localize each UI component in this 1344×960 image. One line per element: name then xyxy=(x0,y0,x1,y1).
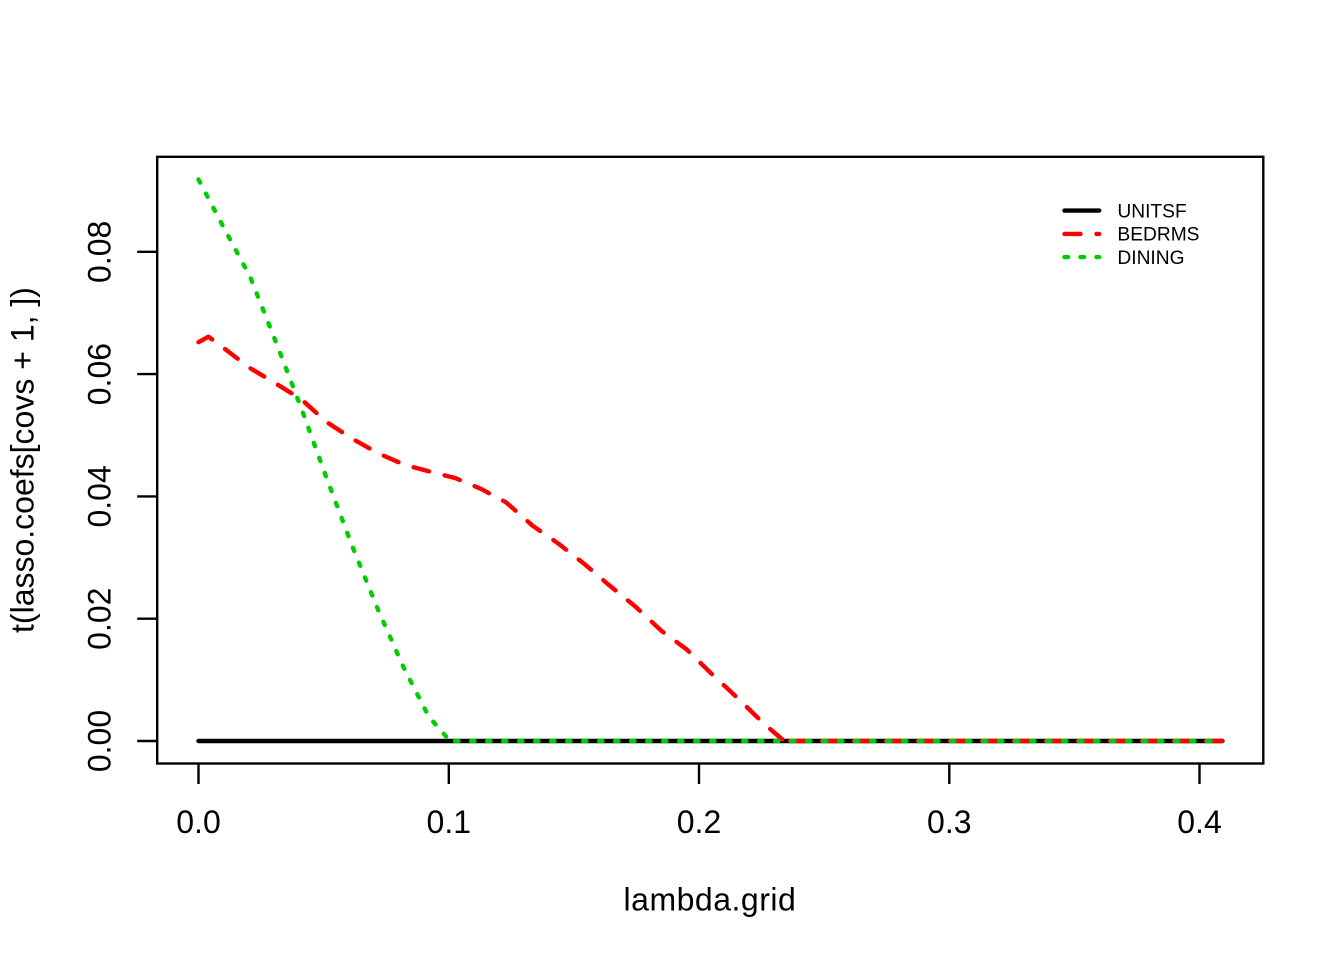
svg-text:0.2: 0.2 xyxy=(677,804,721,840)
svg-text:0.04: 0.04 xyxy=(82,465,118,527)
svg-text:BEDRMS: BEDRMS xyxy=(1117,225,1199,246)
svg-text:t(lasso.coefs[covs + 1, ]): t(lasso.coefs[covs + 1, ]) xyxy=(5,287,41,633)
svg-text:0.3: 0.3 xyxy=(927,804,971,840)
svg-text:lambda.grid: lambda.grid xyxy=(624,881,797,917)
svg-text:0.02: 0.02 xyxy=(82,588,118,650)
svg-text:0.1: 0.1 xyxy=(427,804,471,840)
svg-text:0.4: 0.4 xyxy=(1177,804,1221,840)
svg-text:0.06: 0.06 xyxy=(82,343,118,405)
svg-text:UNITSF: UNITSF xyxy=(1117,201,1186,222)
svg-text:0.0: 0.0 xyxy=(176,804,220,840)
svg-text:0.00: 0.00 xyxy=(82,710,118,772)
svg-text:0.08: 0.08 xyxy=(82,221,118,283)
svg-text:DINING: DINING xyxy=(1117,248,1184,269)
